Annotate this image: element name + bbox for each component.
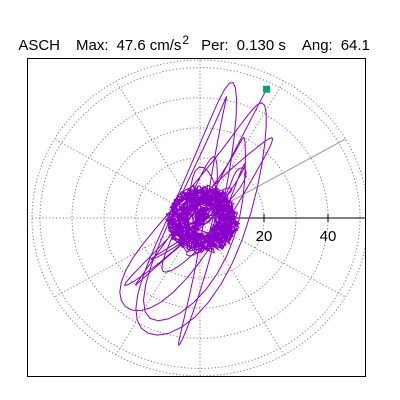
grid-spoke xyxy=(115,217,201,356)
max-value: 47.6 xyxy=(116,37,146,54)
period-label: Per: xyxy=(201,37,229,54)
max-marker xyxy=(263,85,271,93)
peak-line xyxy=(199,88,267,219)
hodogram-chart: 20 40 xyxy=(31,59,365,376)
chart-header: ASCH Max: 47.6 cm/s2 Per: 0.130 s Ang: 64.1 xyxy=(10,16,370,54)
period-value: 0.130 s xyxy=(236,37,286,54)
grid-ring xyxy=(31,59,365,376)
max-unit-exponent: 2 xyxy=(182,33,190,47)
max-label: Max: xyxy=(76,37,109,54)
motion-trace-path xyxy=(119,82,274,346)
grid-spoke xyxy=(199,217,285,356)
grid-spoke xyxy=(115,80,201,219)
radial-tick-label: 20 xyxy=(256,228,273,245)
grid-spoke xyxy=(199,217,346,298)
max-marker-group xyxy=(199,85,271,219)
grid-spoke xyxy=(54,138,201,219)
radial-tick-labels: 20 40 xyxy=(256,214,337,245)
grid-spoke xyxy=(199,80,285,219)
motion-trace xyxy=(119,82,274,346)
angle-label: Ang: xyxy=(301,37,333,54)
angle-value: 64.1 xyxy=(340,37,370,54)
station-code: ASCH xyxy=(18,37,61,54)
radial-tick-label: 40 xyxy=(320,228,337,245)
max-unit: cm/s xyxy=(149,37,182,54)
plot-area: 20 40 xyxy=(27,58,366,377)
